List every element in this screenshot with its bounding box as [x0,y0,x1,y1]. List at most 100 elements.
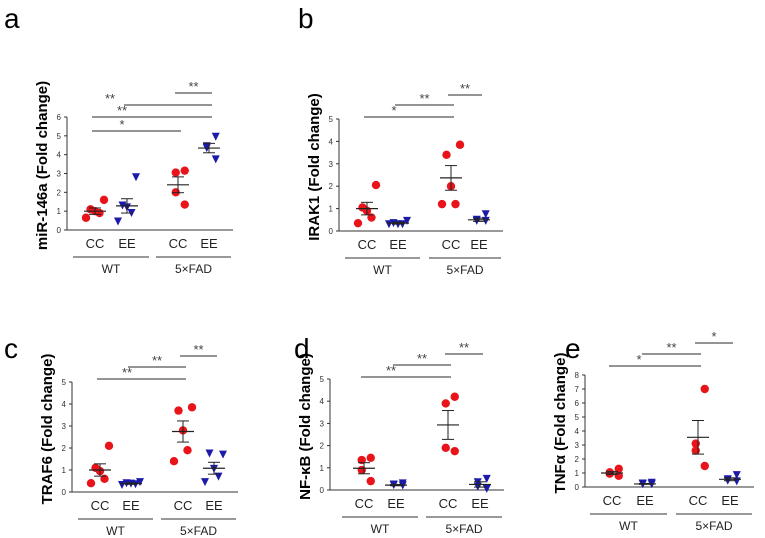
group-label: WT [373,263,392,277]
y-tick-label: 8 [575,371,580,380]
y-axis-label: NF-κB (Fold change) [297,353,314,500]
x-category-label: CC [689,493,708,508]
data-point-cc [437,199,447,209]
data-point-cc [455,140,465,149]
y-tick-label: 3 [320,419,325,428]
x-category-label: EE [471,496,489,511]
y-tick-label: 3 [62,422,67,431]
y-tick-label: 3 [575,441,580,450]
x-category-label: CC [439,496,458,511]
panel-letter: c [4,333,18,364]
data-point-cc [451,199,460,209]
x-category-label: EE [470,237,488,252]
x-category-label: EE [389,237,407,252]
y-tick-label: 4 [320,397,325,406]
y-tick-label: 4 [329,137,334,146]
data-point-cc [353,218,363,228]
data-point-ee [219,450,227,459]
y-tick-label: 0 [62,488,67,497]
significance-label: ** [417,351,427,366]
group-label: 5×FAD [445,522,482,536]
y-tick-label: 4 [62,400,67,409]
data-point-ee [482,474,491,483]
x-category-label: CC [603,493,622,508]
data-point-cc [100,474,109,483]
x-category-label: CC [358,237,377,252]
panel-c: c 0 1 2 3 4 5 TRAF6 (Fold change) CC EE CC EE WT 5×FA… [4,333,238,538]
group-label: 5×FAD [695,519,732,533]
y-tick-label: 2 [62,444,67,453]
significance-label: ** [117,103,127,118]
data-point-cc [86,479,96,488]
y-tick-label: 6 [575,399,580,408]
significance-label: ** [386,363,396,378]
panel-letter: e [565,333,581,364]
data-point-ee [211,155,220,164]
y-tick-label: 5 [575,413,580,422]
y-tick-label: 5 [57,132,62,141]
y-tick-label: 1 [329,205,334,214]
data-point-cc [366,453,375,463]
y-tick-label: 3 [329,160,334,169]
y-tick-label: 0 [320,486,325,495]
panel-letter: d [294,333,310,364]
data-point-cc [104,441,114,450]
y-tick-label: 2 [329,182,334,191]
data-point-ee [732,477,741,486]
significance-label: * [636,352,641,367]
y-tick-label: 5 [62,378,67,387]
x-category-label: CC [174,498,193,513]
y-axis-label: TRAF6 (Fold change) [39,354,56,505]
data-point-cc [371,180,381,190]
x-category-label: CC [169,236,188,251]
x-category-label: EE [721,493,739,508]
panel-letter: b [298,3,314,34]
data-point-ee [482,484,491,493]
y-axis-label: miR-146a (Fold change) [34,81,51,250]
significance-label: * [391,103,396,118]
data-point-cc [700,384,709,394]
data-point-cc [169,457,179,466]
data-point-cc [450,392,459,401]
data-point-cc [441,443,450,453]
panel-d: d 0 1 2 3 4 5 NF-κB (Fold change) CC EE CC EE WT 5×FA… [294,333,504,536]
significance-label: ** [152,353,162,368]
y-tick-label: 6 [57,113,62,122]
data-point-ee [385,220,393,229]
group-label: WT [619,519,638,533]
data-point-ee [481,216,490,225]
y-tick-label: 1 [62,466,67,475]
data-point-cc [691,446,700,455]
group-label: WT [106,524,125,538]
group-label: WT [371,522,390,536]
data-point-cc [81,213,91,222]
data-point-cc [614,464,623,473]
y-tick-label: 1 [57,207,62,216]
panel-b: b 0 1 2 3 4 5 IRAK1 (Fold change) CC EE CC EE WT 5×FA… [298,3,503,277]
significance-label: ** [460,81,470,96]
data-point-cc [700,461,709,471]
panel-e: e 0 1 2 3 4 5 6 7 8 TNFα (Fold change) CC EE CC EE WT 5×… [552,329,754,533]
group-label: WT [102,262,121,276]
data-point-cc [180,200,189,209]
y-axis-label: TNFα (Fold change) [552,353,569,494]
data-point-ee [403,216,411,225]
data-point-cc [95,208,104,218]
y-tick-label: 3 [57,170,62,179]
y-tick-label: 4 [575,427,580,436]
significance-label: ** [419,91,429,106]
x-category-label: EE [118,236,136,251]
significance-label: ** [122,365,132,380]
data-point-ee [136,478,144,487]
x-category-label: CC [91,498,110,513]
significance-label: ** [105,91,115,106]
y-tick-label: 7 [575,385,580,394]
y-tick-label: 2 [575,455,580,464]
data-point-ee [732,471,741,480]
data-point-cc [183,446,192,455]
data-point-ee [205,449,214,458]
data-point-cc [174,406,183,415]
y-tick-label: 0 [575,483,580,492]
significance-label: * [711,329,716,344]
